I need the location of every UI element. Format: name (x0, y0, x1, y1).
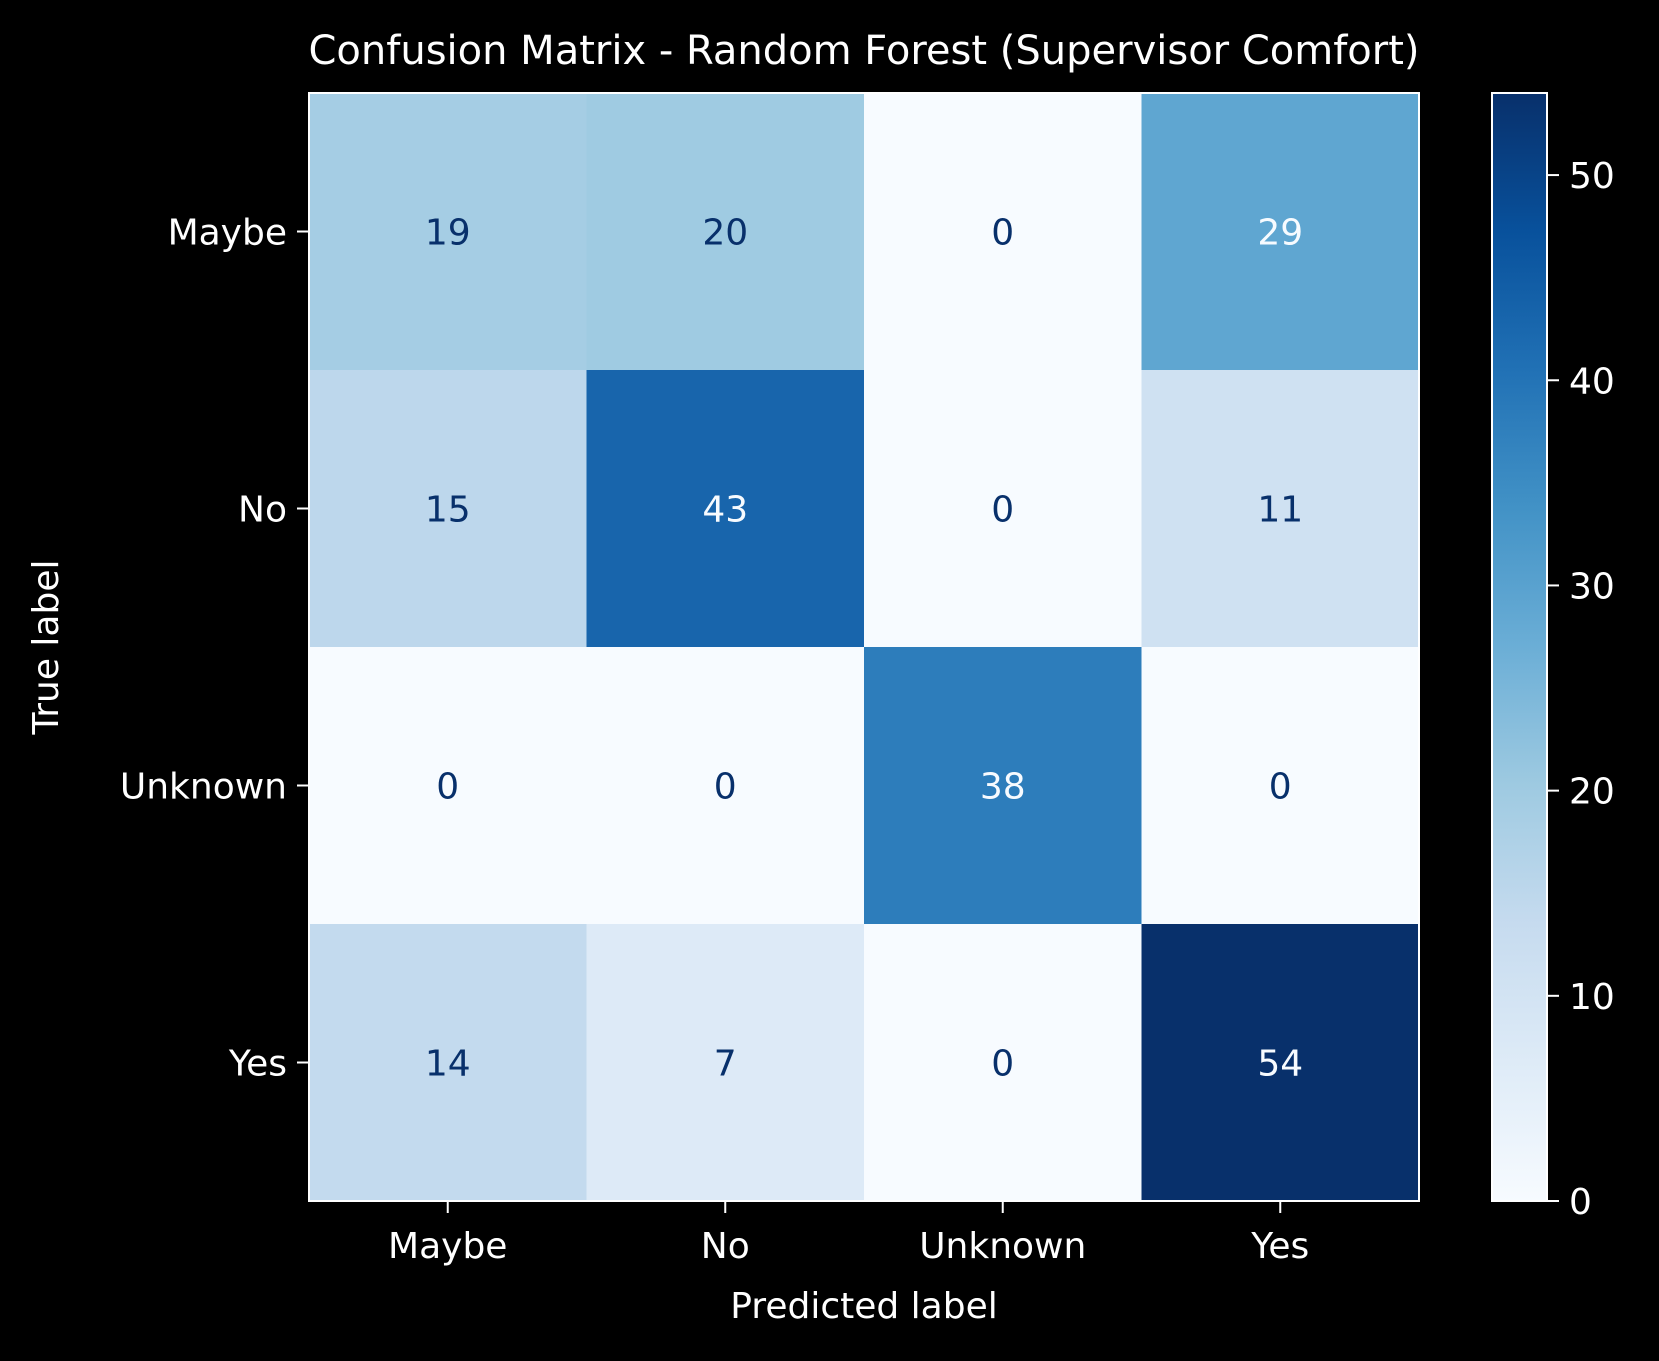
matrix-cell (864, 924, 1142, 1202)
colorbar-ticks: 0 10 20 30 40 50 (1547, 156, 1615, 1223)
x-tick-label: Maybe (388, 1226, 507, 1267)
cell-value-label: 11 (1257, 490, 1303, 531)
cell-value-label: 0 (714, 767, 737, 808)
matrix-cell (864, 93, 1142, 371)
x-tick-label: No (701, 1226, 750, 1267)
matrix-cell (586, 370, 865, 648)
y-tick-label: Maybe (168, 213, 287, 254)
matrix-cell (309, 370, 587, 648)
cell-value-label: 29 (1257, 213, 1303, 254)
x-tick-label: Unknown (919, 1226, 1086, 1267)
matrix-cells (309, 93, 1420, 1202)
x-tick-label: Yes (1250, 1226, 1309, 1267)
matrix-cell-labels: 19 20 0 29 15 43 0 11 0 0 38 0 14 7 0 54 (425, 213, 1303, 1085)
matrix-cell (1141, 647, 1420, 925)
colorbar-tick-label: 40 (1569, 361, 1615, 402)
cell-value-label: 38 (980, 767, 1026, 808)
matrix-cell (864, 370, 1142, 648)
cell-value-label: 0 (991, 213, 1014, 254)
cell-value-label: 43 (702, 490, 748, 531)
y-tick-label: Unknown (120, 767, 287, 808)
matrix-cell (309, 93, 587, 371)
x-axis-ticks: Maybe No Unknown Yes (388, 1201, 1309, 1267)
y-tick-label: No (238, 490, 287, 531)
matrix-cell (864, 647, 1142, 925)
matrix-cell (586, 93, 865, 371)
matrix-cell (1141, 370, 1420, 648)
cell-value-label: 20 (702, 213, 748, 254)
matrix-cell (1141, 924, 1420, 1202)
cell-value-label: 14 (425, 1044, 471, 1085)
y-axis-ticks: Maybe No Unknown Yes (120, 213, 309, 1085)
cell-value-label: 0 (436, 767, 459, 808)
matrix-cell (309, 924, 587, 1202)
cell-value-label: 7 (714, 1044, 737, 1085)
colorbar (1491, 92, 1548, 1202)
chart-title: Confusion Matrix - Random Forest (Superv… (309, 28, 1420, 74)
cell-value-label: 0 (991, 1044, 1014, 1085)
matrix-cell (586, 924, 865, 1202)
y-axis-label: True label (26, 560, 67, 736)
cell-value-label: 0 (1269, 767, 1292, 808)
matrix-cell (1141, 93, 1420, 371)
colorbar-tick-label: 0 (1569, 1182, 1592, 1223)
colorbar-tick-label: 50 (1569, 156, 1615, 197)
cell-value-label: 15 (425, 490, 471, 531)
matrix-cell (586, 647, 865, 925)
x-axis-label: Predicted label (730, 1286, 998, 1327)
y-tick-label: Yes (228, 1044, 287, 1085)
colorbar-tick-label: 20 (1569, 772, 1615, 813)
colorbar-tick-label: 30 (1569, 566, 1615, 607)
matrix-cell (309, 647, 587, 925)
cell-value-label: 0 (991, 490, 1014, 531)
colorbar-tick-label: 10 (1569, 977, 1615, 1018)
plot-frame (308, 92, 1420, 1202)
cell-value-label: 19 (425, 213, 471, 254)
cell-value-label: 54 (1257, 1044, 1303, 1085)
